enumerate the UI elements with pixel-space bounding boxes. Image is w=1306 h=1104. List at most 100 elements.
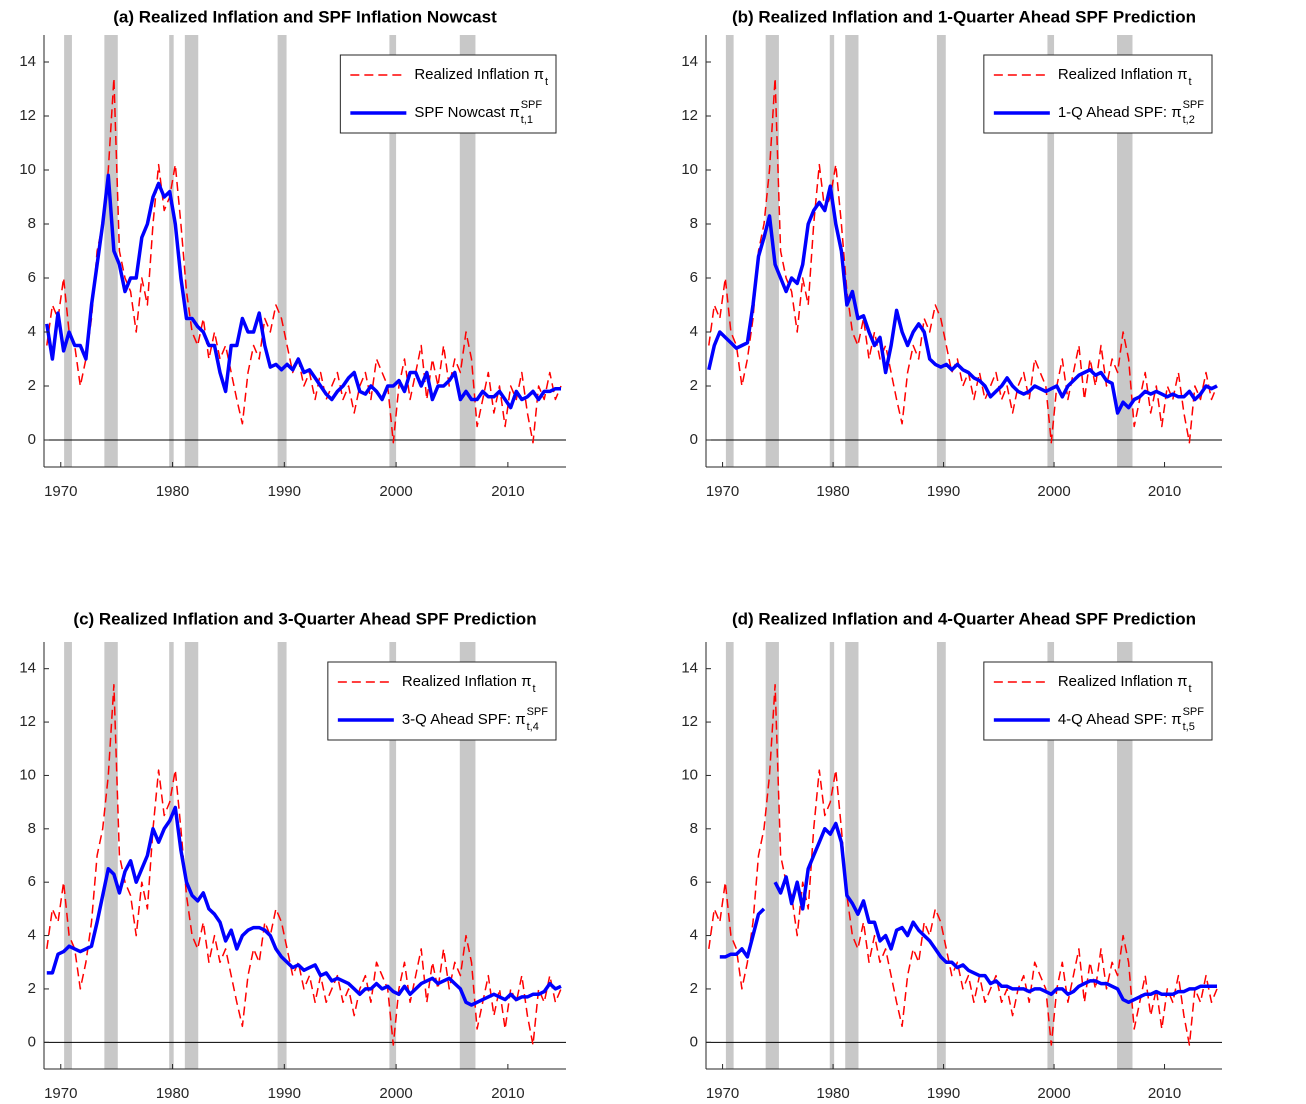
legend-subscript: t,5 (1183, 721, 1195, 733)
y-tick-label: 10 (681, 161, 698, 178)
recession-band (389, 35, 397, 467)
y-tick-label: 2 (690, 377, 698, 394)
legend-superscript: SPF (521, 99, 543, 111)
x-tick-label: 1980 (156, 483, 189, 500)
recession-band (725, 35, 734, 467)
x-tick-label: 2000 (1037, 1085, 1070, 1102)
legend: Realized Inflation π t 1-Q Ahead SPF: π SPF… (983, 54, 1213, 134)
y-tick-label: 6 (28, 269, 36, 286)
x-tick-label: 1970 (706, 1085, 739, 1102)
legend-label: 1-Q Ahead SPF: π (1058, 104, 1182, 121)
legend-subscript: t (545, 76, 548, 88)
series-line (45, 173, 561, 410)
series-line (708, 683, 1218, 1046)
x-tick-label: 1990 (927, 1085, 960, 1102)
y-tick-label: 14 (681, 53, 698, 70)
recession-band (104, 642, 118, 1069)
y-tick-label: 4 (28, 323, 36, 340)
y-tick-label: 4 (28, 927, 36, 944)
y-tick-label: 6 (690, 873, 698, 890)
recession-band (1047, 35, 1055, 467)
y-tick-label: 2 (28, 980, 36, 997)
legend-box (983, 661, 1213, 741)
panel: (c) Realized Inflation and 3-Quarter Ahe… (19, 609, 566, 1102)
panel-title: (c) Realized Inflation and 3-Quarter Ahe… (73, 609, 536, 628)
y-tick-label: 12 (19, 107, 36, 124)
x-tick-label: 1990 (268, 1085, 301, 1102)
y-tick-label: 12 (681, 713, 698, 730)
legend-box (339, 54, 557, 134)
panel: (d) Realized Inflation and 4-Quarter Ahe… (681, 609, 1222, 1102)
series-line (46, 805, 562, 1007)
x-tick-label: 2000 (379, 483, 412, 500)
x-tick-label: 2010 (491, 483, 524, 500)
recession-band (169, 35, 174, 467)
series-line (46, 683, 562, 1046)
legend-subscript: t,1 (521, 114, 533, 126)
recession-band (845, 642, 859, 1069)
legend-label: SPF Nowcast π (414, 104, 519, 121)
recession-band (829, 642, 835, 1069)
recession-band (184, 642, 199, 1069)
x-tick-label: 1970 (44, 1085, 77, 1102)
x-tick-label: 1980 (816, 483, 849, 500)
legend-superscript: SPF (527, 706, 549, 718)
series-line (708, 77, 1218, 444)
x-tick-label: 2000 (1037, 483, 1070, 500)
legend-label: 3-Q Ahead SPF: π (402, 711, 526, 728)
y-tick-label: 0 (690, 1033, 698, 1050)
recession-band (104, 35, 118, 467)
recession-band (184, 35, 199, 467)
panel-title: (a) Realized Inflation and SPF Inflation… (113, 7, 497, 26)
legend: Realized Inflation π t SPF Nowcast π SPF t,1 (339, 54, 557, 134)
y-tick-label: 4 (690, 323, 698, 340)
y-tick-label: 0 (28, 1033, 36, 1050)
panel: (b) Realized Inflation and 1-Quarter Ahe… (681, 7, 1222, 500)
legend-subscript: t (1188, 683, 1191, 695)
recession-band (277, 35, 287, 467)
x-tick-label: 2000 (379, 1085, 412, 1102)
x-tick-label: 2010 (1148, 483, 1181, 500)
series-line (719, 821, 1217, 1005)
y-tick-label: 10 (681, 766, 698, 783)
x-tick-label: 1990 (927, 483, 960, 500)
legend-box (983, 54, 1213, 134)
recession-band (389, 642, 397, 1069)
y-tick-label: 6 (28, 873, 36, 890)
legend-label: Realized Inflation π (1058, 673, 1188, 690)
legend-subscript: t (1188, 76, 1191, 88)
y-tick-label: 14 (19, 660, 36, 677)
x-tick-label: 1980 (156, 1085, 189, 1102)
legend: Realized Inflation π t 4-Q Ahead SPF: π SPF… (983, 661, 1213, 741)
legend-superscript: SPF (1183, 706, 1205, 718)
x-tick-label: 1970 (44, 483, 77, 500)
y-tick-label: 14 (19, 53, 36, 70)
x-tick-label: 1980 (816, 1085, 849, 1102)
y-tick-label: 2 (28, 377, 36, 394)
legend-superscript: SPF (1183, 99, 1205, 111)
x-tick-label: 1970 (706, 483, 739, 500)
legend-label: Realized Inflation π (1058, 66, 1188, 83)
y-tick-label: 8 (28, 215, 36, 232)
legend-label: 4-Q Ahead SPF: π (1058, 711, 1182, 728)
y-tick-label: 6 (690, 269, 698, 286)
y-tick-label: 14 (681, 660, 698, 677)
recession-band (936, 642, 946, 1069)
legend-label: Realized Inflation π (414, 66, 544, 83)
legend-subscript: t,2 (1183, 114, 1195, 126)
y-tick-label: 8 (690, 215, 698, 232)
series-line (707, 184, 1218, 415)
recession-band (765, 642, 779, 1069)
y-tick-label: 8 (690, 820, 698, 837)
recession-band (845, 35, 859, 467)
panel-title: (d) Realized Inflation and 4-Quarter Ahe… (732, 609, 1196, 628)
recession-band (725, 642, 734, 1069)
legend-box (327, 661, 557, 741)
y-tick-label: 8 (28, 820, 36, 837)
y-tick-label: 0 (28, 431, 36, 448)
y-tick-label: 0 (690, 431, 698, 448)
y-tick-label: 12 (681, 107, 698, 124)
recession-band (936, 35, 946, 467)
legend: Realized Inflation π t 3-Q Ahead SPF: π SPF… (327, 661, 557, 741)
recession-band (169, 642, 174, 1069)
